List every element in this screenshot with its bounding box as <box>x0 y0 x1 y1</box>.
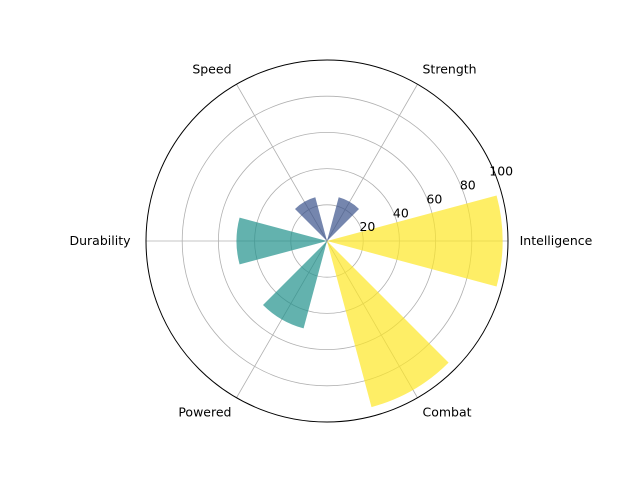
bar-intelligence <box>327 195 503 287</box>
category-label-speed: Speed <box>192 62 231 77</box>
category-label-combat: Combat <box>423 404 472 419</box>
bar-powered <box>263 241 327 329</box>
category-label-durability: Durability <box>70 233 132 248</box>
bar-combat <box>327 241 449 408</box>
bar-strength <box>327 197 359 241</box>
category-labels: Intelligence Strength Speed Durability Power… <box>70 62 593 420</box>
bar-series <box>236 195 503 408</box>
category-label-intelligence: Intelligence <box>520 233 593 248</box>
radial-tick-label: 60 <box>426 191 442 206</box>
radial-tick-label: 20 <box>359 219 375 234</box>
radial-tick-label: 80 <box>460 178 476 193</box>
radial-tick-label: 100 <box>489 164 513 179</box>
category-label-strength: Strength <box>423 62 477 77</box>
category-label-powered: Powered <box>178 404 231 419</box>
radial-tick-labels: 20 40 60 80 100 <box>359 164 513 234</box>
radial-tick-label: 40 <box>393 205 409 220</box>
polar-frame <box>145 59 509 423</box>
bar-speed <box>295 197 327 241</box>
bar-durability <box>236 217 327 265</box>
